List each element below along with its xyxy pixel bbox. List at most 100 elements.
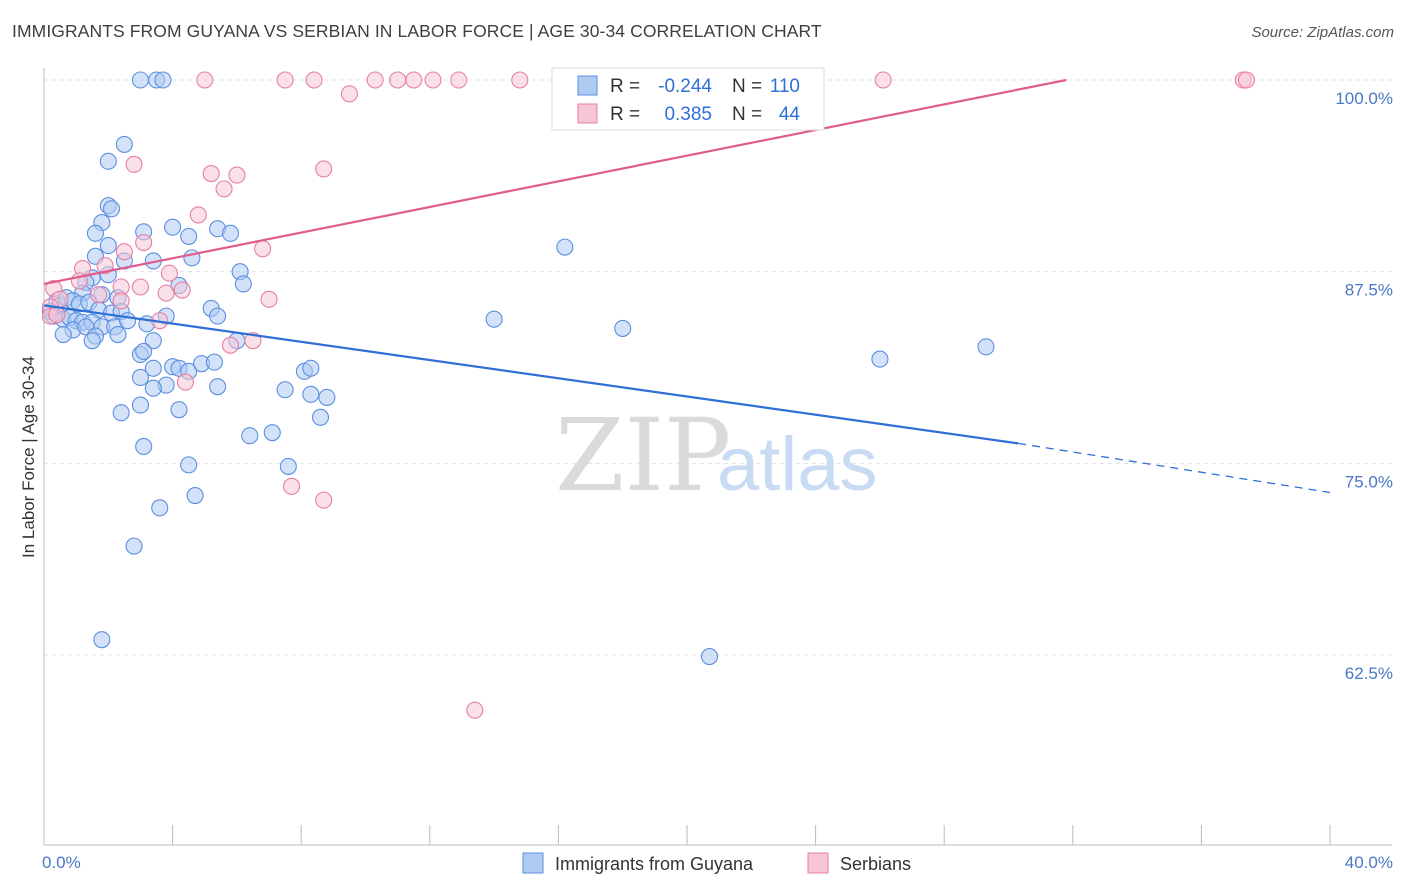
- serbian-point-33: [90, 286, 108, 304]
- guyana-point-9: [164, 218, 182, 236]
- guyana-point-86: [151, 499, 169, 517]
- trend-line-serbian: [43, 78, 1067, 286]
- watermark-zip: ZIP: [555, 397, 731, 514]
- serbian-point-34: [112, 292, 130, 310]
- serbian-point-7: [450, 71, 468, 89]
- serbian-point-39: [221, 336, 240, 354]
- guyana-point-85: [186, 486, 204, 505]
- guyana-point-87: [125, 537, 143, 555]
- x-tick-right: 40.0%: [1345, 853, 1393, 872]
- legend-n-label-2: N =: [732, 104, 762, 125]
- guyana-point-3: [115, 135, 133, 153]
- serbian-point-20: [254, 240, 272, 258]
- guyana-point-14: [99, 237, 117, 255]
- legend-n-value-1: 110: [770, 76, 800, 97]
- serbian-point-8: [511, 71, 529, 89]
- serbian-point-6: [424, 71, 442, 89]
- guyana-point-76: [131, 396, 149, 414]
- legend-n-value-2: 44: [779, 104, 801, 125]
- guyana-point-13: [86, 224, 104, 242]
- guyana-point-70: [209, 378, 227, 396]
- serbian-point-11: [1237, 71, 1255, 89]
- trend-line-guyana: [43, 304, 1019, 445]
- guyana-point-89: [485, 310, 503, 328]
- guyana-point-59: [135, 342, 153, 360]
- guyana-point-78: [112, 404, 130, 422]
- grid-lines: [44, 79, 1392, 656]
- guyana-point-88: [93, 631, 111, 649]
- trend-lines: [43, 78, 1331, 494]
- guyana-point-93: [977, 338, 995, 356]
- legend-r-label-2: R =: [610, 104, 640, 125]
- guyana-point-48: [119, 312, 137, 330]
- y-axis-label: In Labor Force | Age 30-34: [19, 356, 38, 558]
- bottom-legend: Immigrants from Guyana Serbians: [522, 852, 911, 874]
- legend-swatch-guyana: [577, 75, 598, 96]
- guyana-point-74: [302, 385, 320, 403]
- bottom-legend-label-guyana: Immigrants from Guyana: [555, 854, 754, 874]
- guyana-point-55: [144, 332, 162, 350]
- legend-r-value-1: -0.244: [658, 76, 712, 97]
- serbian-point-15: [202, 164, 220, 183]
- serbian-point-1: [276, 71, 294, 89]
- bottom-legend-swatch-guyana: [522, 852, 544, 874]
- guyana-point-2: [154, 71, 172, 89]
- chart-title: IMMIGRANTS FROM GUYANA VS SERBIAN IN LAB…: [12, 21, 822, 41]
- bottom-legend-label-serbian: Serbians: [840, 854, 911, 874]
- guyana-point-75: [318, 388, 336, 406]
- guyana-point-66: [144, 359, 162, 377]
- guyana-point-57: [83, 332, 101, 350]
- serbian-point-41: [176, 373, 195, 391]
- serbian-point-0: [196, 71, 214, 89]
- guyana-point-77: [170, 401, 188, 419]
- guyana-point-20: [234, 275, 252, 293]
- guyana-point-56: [54, 325, 72, 344]
- y-tick-label-3: 62.5%: [1345, 664, 1393, 683]
- y-tick-label-1: 87.5%: [1345, 281, 1393, 300]
- y-tick-label-2: 75.0%: [1345, 472, 1393, 491]
- serbian-point-18: [189, 206, 207, 224]
- trend-line-guyana-extension: [1018, 442, 1331, 494]
- guyana-point-29: [209, 307, 227, 325]
- guyana-point-71: [276, 381, 294, 399]
- guyana-point-79: [311, 408, 330, 426]
- serbian-point-19: [135, 233, 153, 252]
- legend-r-value-2: 0.385: [664, 104, 712, 125]
- legend-r-label-1: R =: [610, 76, 640, 97]
- guyana-point-6: [102, 200, 121, 218]
- guyana-point-10: [180, 227, 198, 245]
- guyana-point-67: [131, 368, 149, 387]
- serbian-point-3: [366, 71, 384, 89]
- watermark-atlas: atlas: [717, 422, 878, 507]
- serbian-point-16: [228, 166, 246, 184]
- serbian-point-5: [405, 71, 423, 89]
- guyana-point-65: [205, 353, 223, 371]
- serbian-point-22: [96, 256, 114, 275]
- serbian-point-44: [466, 701, 484, 719]
- serbian-point-14: [315, 160, 333, 178]
- source-label: Source: ZipAtlas.com: [1251, 24, 1394, 41]
- guyana-point-82: [135, 437, 153, 456]
- watermark: ZIP atlas: [555, 397, 878, 514]
- serbian-point-24: [160, 264, 178, 282]
- guyana-point-69: [144, 379, 162, 397]
- legend-n-label-1: N =: [732, 76, 762, 97]
- serbian-point-28: [173, 281, 191, 299]
- top-legend: R = -0.244 N = 110 R = 0.385 N = 44: [551, 67, 825, 131]
- serbian-point-43: [315, 491, 333, 509]
- guyana-point-54: [109, 325, 127, 344]
- y-tick-label-0: 100.0%: [1335, 89, 1393, 108]
- series-guyana-points: [41, 71, 995, 666]
- legend-swatch-serbian: [577, 103, 598, 124]
- guyana-point-83: [180, 456, 198, 474]
- serbian-point-17: [215, 180, 233, 198]
- guyana-point-12: [221, 224, 240, 242]
- serbian-point-42: [283, 477, 301, 495]
- serbian-point-13: [125, 155, 143, 173]
- guyana-point-94: [700, 647, 719, 666]
- guyana-point-84: [279, 457, 297, 475]
- guyana-point-92: [871, 350, 889, 368]
- serbian-point-21: [115, 243, 133, 261]
- guyana-point-73: [302, 359, 320, 377]
